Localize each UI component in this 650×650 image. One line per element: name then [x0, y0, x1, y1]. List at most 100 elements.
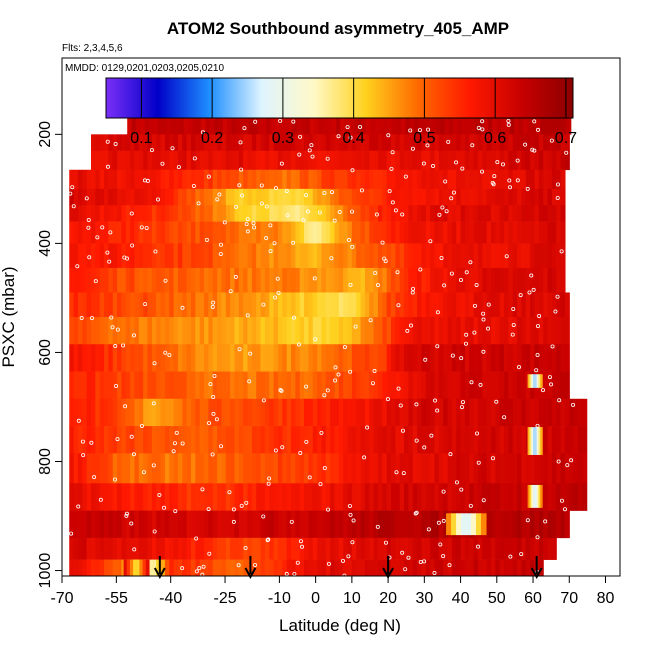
heatmap-cell	[543, 426, 549, 454]
heatmap-cell	[330, 292, 336, 318]
heatmap-cell	[238, 344, 244, 372]
heatmap-cell	[126, 559, 131, 576]
heatmap-cell	[525, 205, 531, 222]
heatmap-cell	[521, 221, 527, 244]
heatmap-cell	[438, 169, 444, 190]
heatmap-cell	[556, 453, 562, 484]
heatmap-cell	[543, 317, 549, 345]
heatmap-cell	[404, 344, 409, 372]
heatmap-cell	[164, 292, 170, 318]
heatmap-cell	[166, 117, 172, 135]
obs-marker	[332, 218, 337, 223]
heatmap-cell	[338, 205, 344, 222]
heatmap-cell	[508, 453, 514, 484]
heatmap-cell	[430, 221, 436, 244]
obs-marker	[123, 404, 128, 409]
heatmap-cell	[512, 134, 518, 151]
heatmap-cell	[417, 150, 423, 171]
heatmap-cell	[169, 398, 175, 427]
heatmap-cell	[69, 243, 75, 269]
heatmap-cell	[529, 427, 532, 455]
heatmap-cell	[160, 134, 166, 151]
heatmap-cell	[564, 510, 570, 539]
heatmap-cell	[430, 510, 436, 539]
heatmap-cell	[512, 169, 518, 190]
heatmap-cell	[430, 188, 436, 206]
obs-marker	[207, 551, 212, 556]
heatmap-cell	[125, 398, 131, 427]
obs-marker	[268, 249, 273, 254]
heatmap-cell	[108, 134, 114, 151]
heatmap-cell	[77, 510, 83, 539]
heatmap-cell	[286, 559, 292, 576]
heatmap-cell	[160, 150, 166, 171]
heatmap-cell	[230, 134, 236, 151]
heatmap-cell	[308, 426, 314, 454]
obs-marker	[280, 445, 285, 450]
obs-marker	[382, 256, 387, 261]
heatmap-cell	[391, 483, 396, 511]
heatmap-cell	[321, 483, 327, 511]
obs-marker	[454, 480, 459, 485]
heatmap-cell	[312, 426, 318, 454]
heatmap-cell	[556, 371, 562, 400]
heatmap-cell	[156, 150, 162, 171]
obs-marker	[89, 316, 94, 321]
heatmap-cell	[482, 243, 488, 269]
x-tick-label: 50	[488, 590, 506, 607]
heatmap-cell	[199, 221, 205, 244]
heatmap-cell	[304, 188, 309, 206]
heatmap-cell	[364, 537, 370, 560]
obs-marker	[406, 555, 411, 560]
heatmap-cell	[499, 221, 505, 244]
heatmap-cell	[238, 134, 244, 151]
obs-marker	[285, 213, 290, 218]
heatmap-cell	[464, 371, 470, 400]
obs-marker	[423, 357, 428, 362]
heatmap-cell	[412, 267, 418, 293]
obs-marker	[461, 400, 466, 405]
heatmap-cell	[77, 537, 83, 560]
heatmap-cell	[247, 398, 253, 427]
heatmap-cell	[273, 169, 279, 190]
heatmap-cell	[496, 117, 502, 135]
heatmap-cell	[234, 510, 240, 539]
heatmap-cell	[477, 398, 483, 427]
heatmap-cell	[417, 243, 423, 269]
heatmap-cell	[251, 292, 257, 318]
obs-marker	[322, 393, 327, 398]
heatmap-cell	[130, 371, 136, 400]
heatmap-cell	[151, 267, 157, 293]
heatmap-cell	[348, 117, 354, 135]
heatmap-cell	[438, 134, 444, 151]
obs-marker	[76, 504, 81, 509]
heatmap-cell	[125, 292, 131, 318]
heatmap-cell	[499, 134, 505, 151]
obs-marker	[386, 133, 391, 138]
heatmap-cell	[344, 117, 350, 135]
obs-marker	[491, 182, 496, 187]
heatmap-cell	[473, 188, 479, 206]
heatmap-cell	[238, 398, 244, 427]
heatmap-cell	[434, 537, 440, 560]
obs-marker	[481, 317, 486, 322]
heatmap-cell	[325, 292, 331, 318]
heatmap-cell	[456, 134, 462, 151]
x-tick-label: -25	[213, 590, 236, 607]
heatmap-cell	[173, 398, 179, 427]
heatmap-cell	[251, 426, 257, 454]
heatmap-cell	[147, 169, 153, 190]
obs-marker	[300, 544, 305, 549]
heatmap-cell	[108, 453, 114, 484]
heatmap-cell	[160, 169, 166, 190]
heatmap-cell	[117, 243, 123, 269]
heatmap-cell	[90, 205, 96, 222]
heatmap-cell	[421, 221, 427, 244]
obs-marker	[450, 353, 455, 358]
heatmap-cell	[508, 243, 514, 269]
heatmap-cell	[95, 559, 101, 576]
heatmap-cell	[325, 559, 331, 576]
heatmap-cell	[295, 188, 301, 206]
heatmap-cell	[421, 483, 427, 511]
heatmap-cell	[308, 292, 314, 318]
